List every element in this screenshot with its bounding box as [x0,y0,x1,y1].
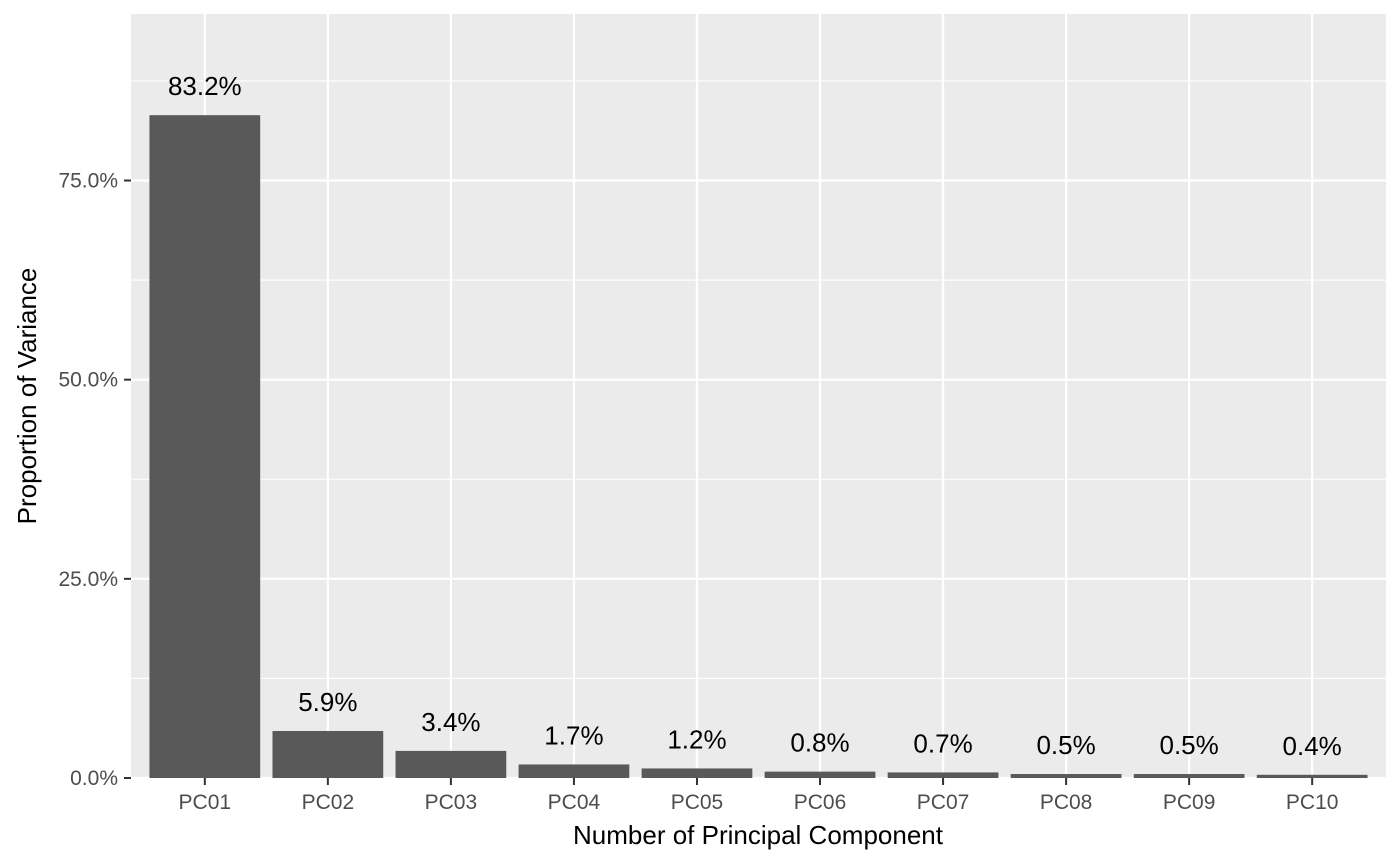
y-axis-ticks: 0.0% 25.0% 50.0% 75.0% [58,170,131,790]
y-axis-title: Proportion of Variance [12,268,42,525]
bar-pc10 [1256,774,1368,778]
x-tick-label-pc05: PC05 [671,791,724,814]
bar-pc08 [1010,774,1122,778]
y-tick-label: 0.0% [70,767,118,790]
data-label-pc08: 0.5% [1036,730,1095,760]
bars [149,115,1368,779]
x-axis-ticks: PC01 PC02 PC03 PC04 PC05 PC06 PC07 PC08 PC09 PC10 [179,778,1339,814]
x-tick-label-pc03: PC03 [425,791,478,814]
x-tick-label-pc01: PC01 [179,791,232,814]
bar-pc07 [887,772,999,778]
data-labels: 83.2% 5.9% 3.4% 1.7% 1.2% 0.8% 0.7% 0.5% 0.5% 0.4… [168,71,1342,761]
data-label-pc10: 0.4% [1283,731,1342,761]
grid-lines [131,14,1386,780]
data-label-pc03: 3.4% [421,707,480,737]
x-tick-label-pc09: PC09 [1163,791,1216,814]
x-tick-label-pc10: PC10 [1286,791,1339,814]
x-axis-title: Number of Principal Component [573,820,944,850]
data-label-pc07: 0.7% [913,728,972,758]
data-label-pc09: 0.5% [1160,730,1219,760]
y-tick-label: 25.0% [58,568,118,591]
bar-pc06 [764,771,876,778]
bar-pc09 [1133,774,1245,778]
bar-pc02 [272,730,384,778]
x-tick-label-pc06: PC06 [794,791,847,814]
x-tick-label-pc02: PC02 [302,791,355,814]
data-label-pc02: 5.9% [298,687,357,717]
bar-pc05 [641,768,753,778]
data-label-pc06: 0.8% [790,728,849,758]
y-tick-label: 50.0% [58,369,118,392]
data-label-pc01: 83.2% [168,71,242,101]
y-tick-label: 75.0% [58,170,118,193]
plot-panel [131,14,1386,778]
bar-pc03 [395,750,507,778]
bar-pc01 [149,115,261,779]
x-tick-label-pc07: PC07 [917,791,970,814]
x-tick-label-pc04: PC04 [548,791,601,814]
x-tick-label-pc08: PC08 [1040,791,1093,814]
data-label-pc04: 1.7% [544,720,603,750]
bar-pc04 [518,764,630,778]
data-label-pc05: 1.2% [667,724,726,754]
